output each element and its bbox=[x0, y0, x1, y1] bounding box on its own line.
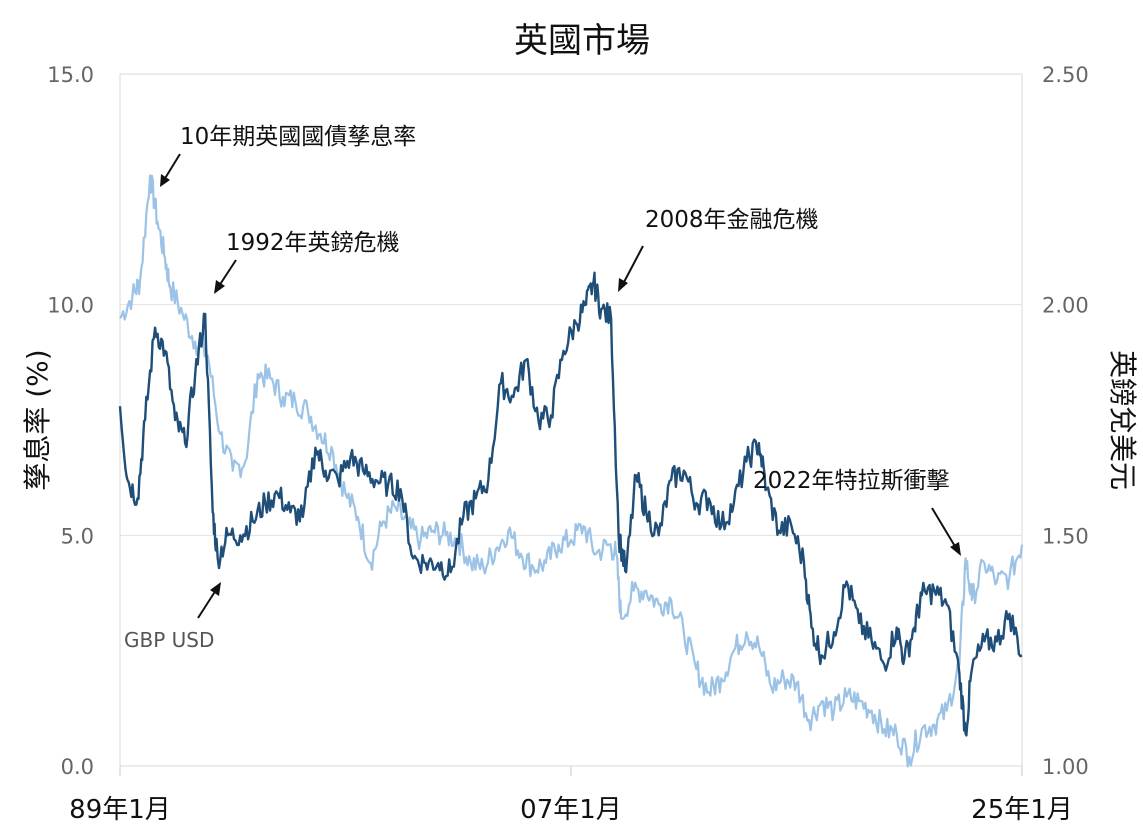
right-y-tick-labels: 1.00 1.50 2.00 2.50 bbox=[1042, 63, 1089, 779]
left-y-tick-label: 5.0 bbox=[61, 524, 94, 548]
right-y-tick-label: 2.50 bbox=[1042, 63, 1089, 87]
right-y-tick-label: 1.50 bbox=[1042, 524, 1089, 548]
right-y-tick-label: 2.00 bbox=[1042, 294, 1089, 318]
annotation-yield-label: 10年期英國國債孳息率 bbox=[180, 124, 416, 150]
series-line-gbpusd bbox=[118, 271, 1023, 737]
chart-title: 英國市場 bbox=[514, 21, 650, 61]
x-gridlines bbox=[119, 766, 1023, 776]
annotation-2008-crisis: 2008年金融危機 bbox=[645, 207, 819, 233]
arrow-gbp bbox=[197, 582, 221, 619]
x-tick-label: 07年1月 bbox=[520, 795, 622, 825]
arrow-2008 bbox=[618, 245, 644, 292]
left-axis-label: 孳息率 (%) bbox=[21, 349, 54, 490]
right-y-tick-label: 1.00 bbox=[1042, 755, 1089, 779]
arrow-2022 bbox=[931, 507, 961, 556]
arrow-1992 bbox=[214, 259, 237, 294]
left-y-tick-label: 10.0 bbox=[47, 294, 94, 318]
left-y-tick-label: 0.0 bbox=[61, 755, 94, 779]
plot-frame bbox=[119, 73, 1023, 767]
right-axis-label: 英鎊兌美元 bbox=[1106, 350, 1139, 490]
left-y-tick-label: 15.0 bbox=[47, 63, 94, 87]
x-tick-label: 25年1月 bbox=[971, 795, 1073, 825]
gridlines bbox=[120, 73, 1022, 767]
x-tick-label: 89年1月 bbox=[69, 795, 171, 825]
annotation-2022-crisis: 2022年特拉斯衝擊 bbox=[753, 468, 950, 494]
arrow-yield bbox=[160, 153, 181, 187]
annotation-gbp-usd: GBP USD bbox=[124, 628, 214, 652]
left-y-tick-labels: 0.0 5.0 10.0 15.0 bbox=[47, 63, 94, 779]
series-line-yield bbox=[119, 174, 1024, 768]
x-tick-labels: 89年1月 07年1月 25年1月 bbox=[69, 795, 1073, 825]
annotation-1992-crisis: 1992年英鎊危機 bbox=[226, 230, 400, 256]
